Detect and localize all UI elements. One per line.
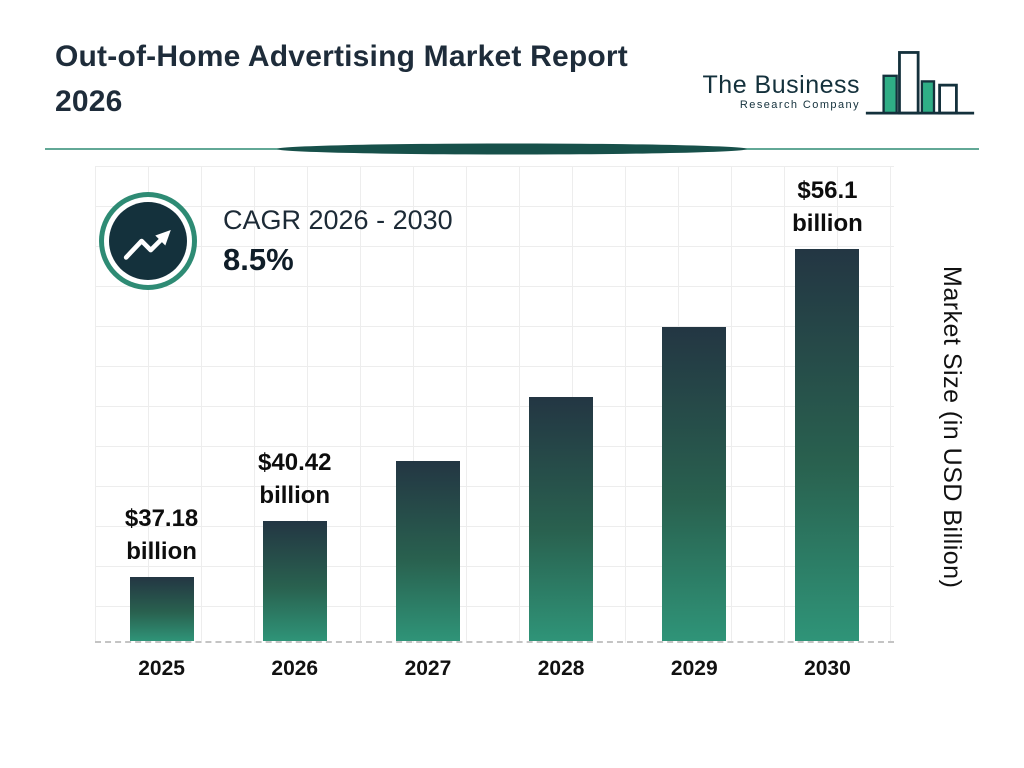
bar-column-2029: [628, 327, 761, 641]
logo-text: The Business Research Company: [703, 71, 860, 111]
bar-value-label-2026: $40.42 billion: [258, 448, 332, 510]
cagr-label: CAGR 2026 - 2030: [223, 204, 453, 235]
bar-2028: [529, 397, 594, 641]
x-axis-label-2027: 2027: [404, 657, 452, 680]
cagr-value: 8.5%: [223, 241, 294, 277]
divider: [45, 142, 979, 156]
bar-2030: [795, 249, 860, 641]
cagr-text: CAGR 2026 - 2030 8.5%: [223, 205, 453, 278]
x-axis-label-2025: 2025: [138, 657, 185, 680]
page-title: Out-of-Home Advertising Market Report 20…: [55, 40, 628, 118]
x-axis-label-2029: 2029: [670, 657, 718, 680]
cagr-badge: CAGR 2026 - 2030 8.5%: [99, 192, 453, 290]
logo-name: The Business: [702, 71, 860, 99]
bar-chart-logo-icon: [865, 51, 975, 115]
bars-container: $37.18 billion $40.42 billion $56.1 billion: [95, 166, 894, 641]
chart-plot-area: CAGR 2026 - 2030 8.5% $37.18 billion $40.4…: [95, 166, 894, 643]
x-axis-label-2028: 2028: [537, 657, 585, 680]
company-logo: The Business Research Company: [703, 48, 976, 126]
bar-2025: [129, 577, 194, 641]
logo-tagline: Research Company: [739, 99, 860, 111]
y-axis-label: Market Size (in USD Billion): [938, 266, 966, 589]
bar-column-2026: $40.42 billion: [228, 446, 361, 641]
header: Out-of-Home Advertising Market Report 20…: [0, 0, 1024, 126]
bar-column-2030: $56.1 billion: [761, 174, 894, 641]
x-axis-label-2030: 2030: [804, 657, 851, 680]
x-axis-label-2026: 2026: [271, 657, 319, 680]
bar-value-label-2025: $37.18 billion: [124, 504, 199, 566]
bar-column-2025: $37.18 billion: [95, 502, 228, 641]
bar-value-label-2030: $56.1 billion: [792, 176, 863, 238]
bar-2029: [662, 327, 727, 641]
bar-2027: [395, 461, 460, 641]
bar-column-2027: [361, 461, 494, 641]
trend-arrow-icon: [109, 202, 187, 280]
x-axis-labels: 2025 2026 2027 2028 2029 2030: [95, 657, 894, 681]
bar-column-2028: [495, 397, 628, 641]
bar-2026: [262, 521, 327, 641]
chart: CAGR 2026 - 2030 8.5% $37.18 billion $40.4…: [0, 166, 1024, 681]
